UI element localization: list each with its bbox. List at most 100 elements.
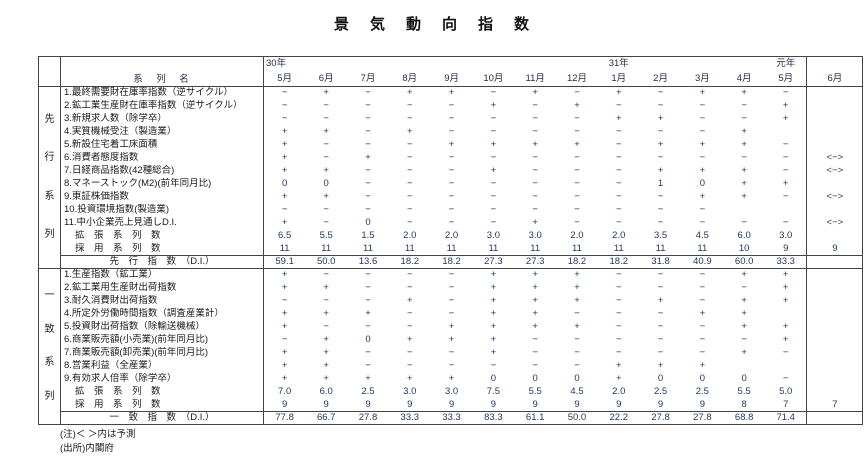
series-name: 8.営業利益（全産業） bbox=[60, 359, 264, 373]
data-cell: − bbox=[657, 321, 664, 332]
table-row: 9.有効求人倍率（除学卒） + + + + +0 0 0 +0 0 0 − bbox=[39, 372, 863, 386]
data-cell: + bbox=[281, 282, 288, 293]
data-cell: + bbox=[741, 126, 747, 137]
data-cell bbox=[806, 268, 863, 282]
di-value-cell: 60.0 bbox=[723, 255, 766, 269]
data-cell: 3.5 bbox=[653, 230, 668, 241]
data-cell: − bbox=[574, 178, 580, 189]
data-cell: 11 bbox=[697, 242, 708, 254]
data-cell: − bbox=[657, 152, 664, 163]
series-name: 採 用 系 列 数 bbox=[60, 398, 264, 412]
di-value-cell: 13.6 bbox=[347, 255, 389, 269]
leading-series-section: 先行系列 1.最終需要財在庫率指数（逆サイクル） − + − + + − + − + − + + −2.鉱工… bbox=[38, 86, 863, 269]
data-cell: + bbox=[657, 139, 664, 150]
coincident-side-char: 列 bbox=[44, 390, 55, 402]
data-cell: − bbox=[407, 113, 413, 124]
data-cell: − bbox=[323, 152, 329, 163]
data-cell: − bbox=[365, 269, 371, 281]
series-name: 10.投資環境指数(製造業) bbox=[60, 203, 264, 217]
data-cell: − bbox=[574, 347, 580, 358]
data-cell bbox=[806, 333, 863, 347]
data-cell: − bbox=[699, 100, 706, 111]
data-cell bbox=[806, 346, 863, 360]
data-cell: 11 bbox=[363, 242, 373, 254]
data-cell: + bbox=[281, 360, 288, 371]
month-label: 1月 bbox=[597, 71, 640, 87]
data-cell: 0 bbox=[699, 373, 706, 384]
leading-side-char: 行 bbox=[44, 152, 55, 164]
data-cell: − bbox=[741, 100, 747, 111]
month-label: 6月 bbox=[305, 71, 348, 87]
data-cell: 9 bbox=[365, 398, 371, 410]
data-cell: − bbox=[448, 217, 455, 228]
data-cell: − bbox=[532, 347, 538, 358]
data-cell: − bbox=[741, 282, 747, 293]
data-cell: + bbox=[782, 282, 789, 293]
series-name: 6.商業販売額(小売業)(前年同月比) bbox=[60, 333, 264, 347]
data-cell: + bbox=[574, 139, 580, 150]
di-value-cell: 83.3 bbox=[472, 411, 515, 425]
data-cell: + bbox=[448, 373, 455, 384]
data-cell: <−> bbox=[806, 151, 863, 165]
data-cell: + bbox=[741, 295, 747, 306]
data-cell: + bbox=[532, 308, 538, 319]
month-label: 12月 bbox=[556, 71, 598, 87]
data-cell: − bbox=[407, 282, 413, 293]
data-cell: 3.0 bbox=[486, 230, 500, 241]
data-cell: 5.0 bbox=[779, 386, 793, 397]
month-header-row: 5月 6月 7月 8月 9月 10月 11月 12月 1月 2月 3月 4月 5月 6月 bbox=[39, 71, 863, 87]
data-cell bbox=[806, 177, 863, 191]
series-name: 3.新規求人数（除学卒） bbox=[60, 112, 264, 126]
data-cell: − bbox=[365, 204, 371, 215]
data-cell: 0 bbox=[741, 373, 747, 384]
table-row: 2.鉱工業生産財在庫率指数（逆サイクル） − − − − − + − + − − − − + bbox=[39, 99, 863, 113]
data-cell: 0 bbox=[657, 373, 664, 384]
data-cell: − bbox=[782, 191, 789, 202]
di-value-cell: 66.7 bbox=[305, 411, 348, 425]
year-spacer bbox=[556, 57, 598, 72]
data-cell: + bbox=[448, 139, 455, 150]
data-cell: − bbox=[657, 269, 664, 281]
coincident-di-row: 一 致 指 数 （D.I.） 77.8 66.7 27.8 33.3 33.3 83.3 61… bbox=[39, 411, 863, 425]
month-label: 8月 bbox=[388, 71, 431, 87]
data-cell: − bbox=[365, 100, 371, 111]
data-cell: − bbox=[615, 321, 622, 332]
leading-di-row: 先 行 指 数 （D.I.） 59.1 50.0 13.6 18.2 18.2 27.3 27… bbox=[39, 255, 863, 269]
data-cell: 4.5 bbox=[695, 230, 709, 241]
data-cell: − bbox=[490, 152, 497, 163]
data-cell: − bbox=[615, 100, 622, 111]
data-cell: − bbox=[448, 100, 455, 111]
data-cell: − bbox=[407, 217, 413, 228]
data-cell: − bbox=[490, 217, 497, 228]
data-cell: 5.5 bbox=[528, 386, 542, 397]
table-row: 5.投資財出荷指数（除輸送機械） + − − − + + + + − − − + + bbox=[39, 320, 863, 334]
series-name: 5.新設住宅着工床面積 bbox=[60, 138, 264, 152]
data-cell: + bbox=[699, 360, 706, 371]
data-cell: − bbox=[407, 347, 413, 358]
data-cell: 7 bbox=[806, 398, 863, 412]
di-value-cell: 68.8 bbox=[723, 411, 766, 425]
data-cell: − bbox=[407, 204, 413, 215]
table-row: 11.中小企業売上見通しD.I. + − 0 − − − + − − − − − − <−> bbox=[39, 216, 863, 230]
data-cell: − bbox=[574, 113, 580, 124]
data-cell: − bbox=[365, 295, 371, 306]
data-cell: + bbox=[532, 139, 538, 150]
data-cell: + bbox=[365, 152, 371, 163]
data-cell: − bbox=[365, 126, 371, 137]
data-cell: − bbox=[448, 360, 455, 371]
data-cell: + bbox=[657, 165, 664, 176]
data-cell: + bbox=[782, 321, 789, 332]
di-value-cell: 71.4 bbox=[765, 411, 807, 425]
data-cell: 11 bbox=[530, 242, 541, 254]
data-cell: 11 bbox=[613, 242, 624, 254]
data-cell: − bbox=[615, 191, 622, 202]
data-cell: 5.5 bbox=[737, 386, 751, 397]
data-cell: − bbox=[407, 321, 413, 332]
data-cell: 9 bbox=[806, 242, 863, 256]
year-spacer bbox=[806, 56, 863, 72]
series-name-header: 系 列 名 bbox=[60, 56, 264, 87]
data-cell: − bbox=[323, 139, 329, 150]
data-cell: − bbox=[741, 334, 747, 345]
data-cell: 9 bbox=[657, 398, 664, 410]
data-cell: − bbox=[490, 191, 497, 202]
